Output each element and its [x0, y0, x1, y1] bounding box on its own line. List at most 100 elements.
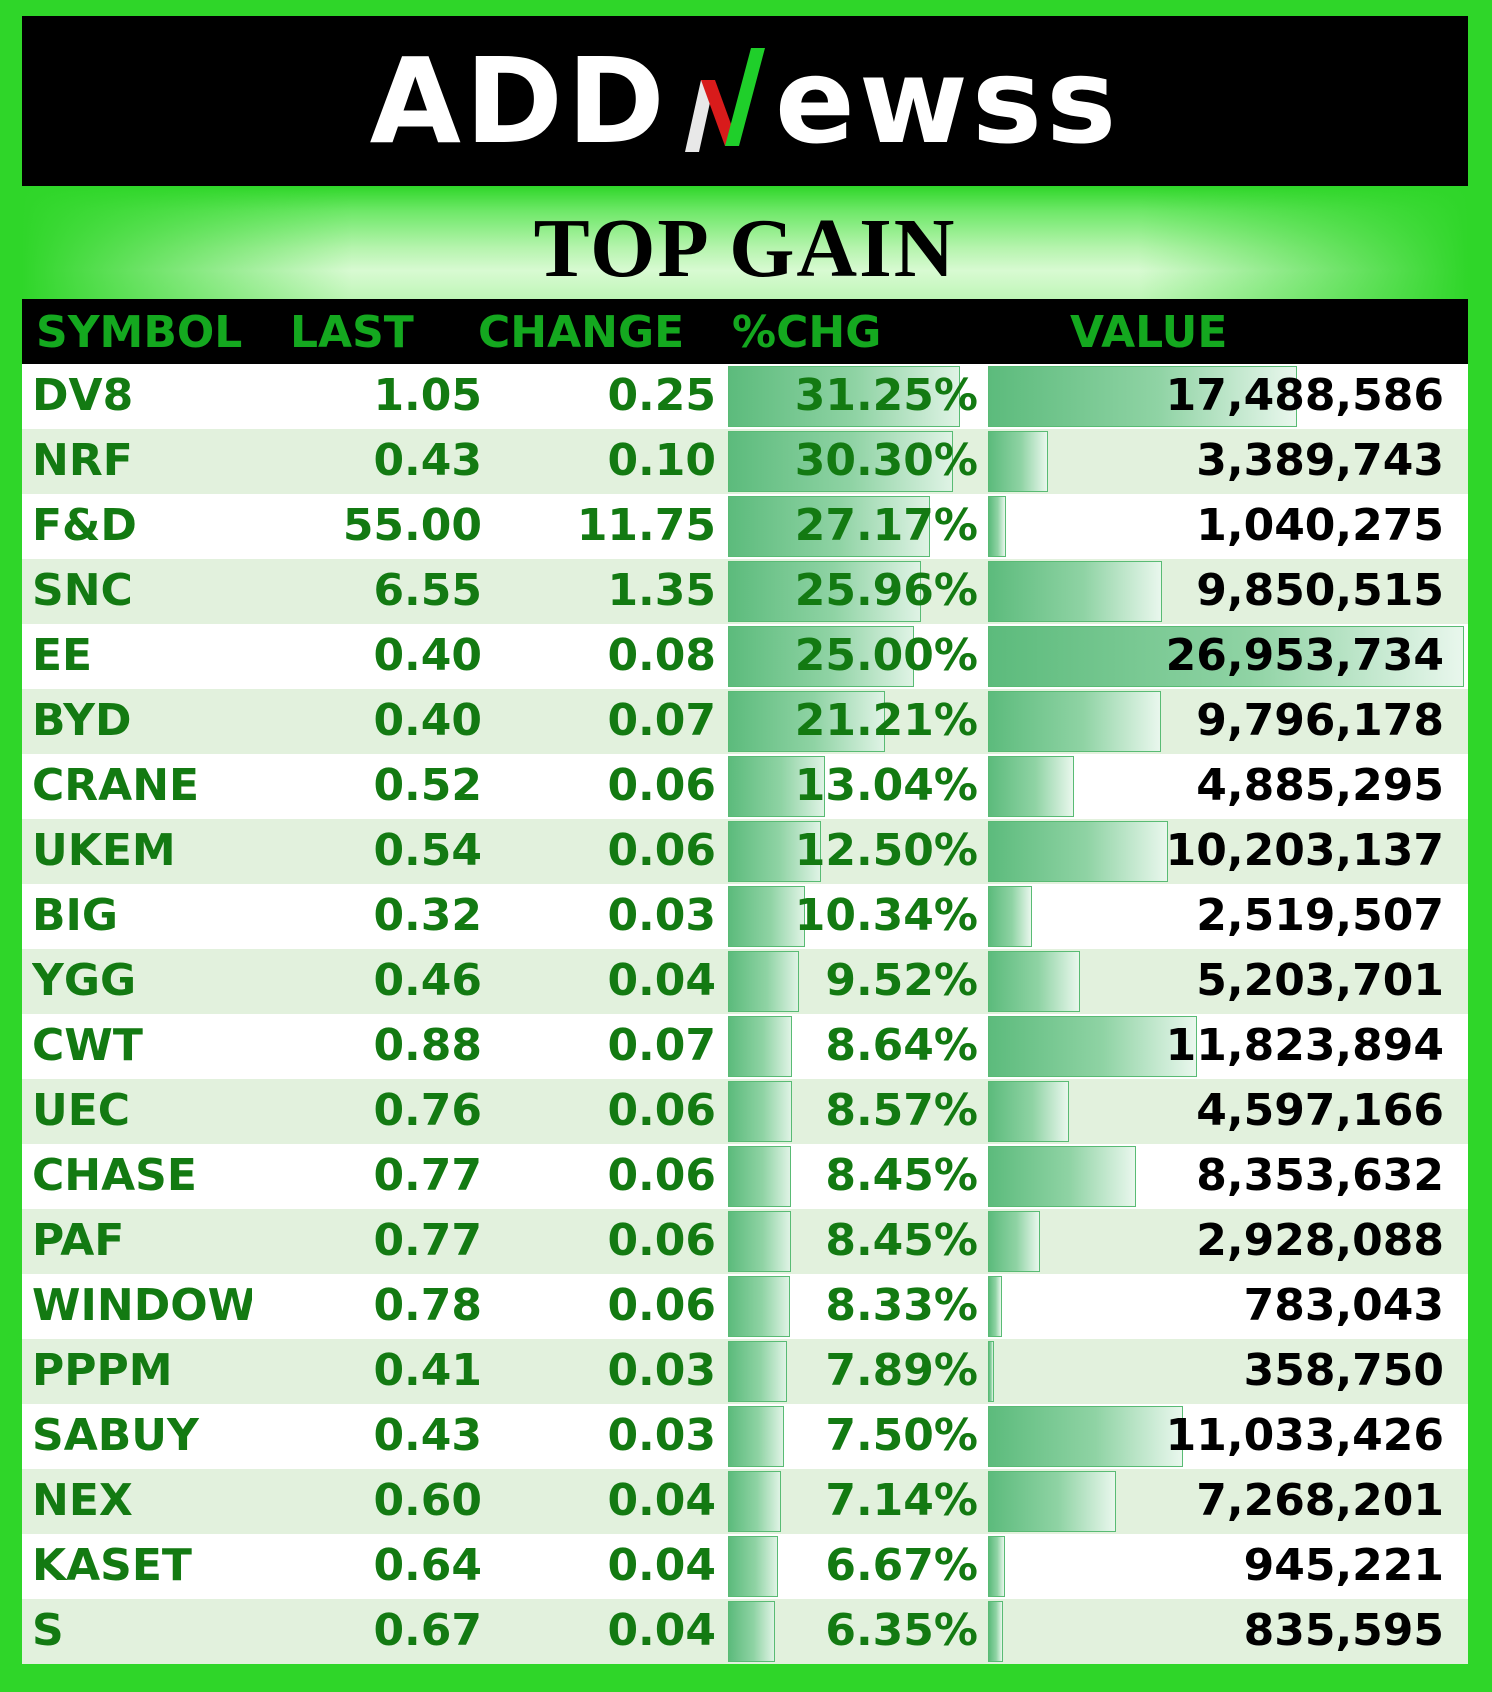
value-bar	[988, 1601, 1003, 1662]
last-cell: 0.78	[373, 1280, 482, 1331]
pct-change-cell: 8.57%	[825, 1085, 978, 1136]
brand-logo: ADD ewss	[370, 42, 1121, 160]
pct-change-cell: 8.33%	[825, 1280, 978, 1331]
value-cell: 835,595	[1243, 1605, 1444, 1656]
pct-change-bar	[728, 1211, 791, 1272]
brand-name-right: ewss	[774, 32, 1121, 170]
table-row: NEX 0.60 0.04 7.14% 7,268,201	[22, 1469, 1468, 1534]
value-bar	[988, 561, 1162, 622]
value-bar	[988, 691, 1161, 752]
pct-change-bar	[728, 951, 799, 1012]
value-cell: 10,203,137	[1165, 825, 1444, 876]
symbol-cell: CRANE	[32, 760, 200, 811]
table-row: CWT 0.88 0.07 8.64% 11,823,894	[22, 1014, 1468, 1079]
value-bar	[988, 1081, 1070, 1142]
change-cell: 0.06	[607, 1280, 716, 1331]
pct-change-cell: 13.04%	[794, 760, 978, 811]
table-row: UEC 0.76 0.06 8.57% 4,597,166	[22, 1079, 1468, 1144]
symbol-cell: WINDOW	[32, 1280, 252, 1331]
value-bar	[988, 886, 1033, 947]
change-cell: 0.04	[607, 1475, 716, 1526]
last-cell: 0.52	[373, 760, 482, 811]
value-cell: 11,823,894	[1165, 1020, 1444, 1071]
table-row: YGG 0.46 0.04 9.52% 5,203,701	[22, 949, 1468, 1014]
last-cell: 0.88	[373, 1020, 482, 1071]
table-row: EE 0.40 0.08 25.00% 26,953,734	[22, 624, 1468, 689]
table-row: F&D 55.00 11.75 27.17% 1,040,275	[22, 494, 1468, 559]
change-cell: 0.04	[607, 1605, 716, 1656]
table-row: S 0.67 0.04 6.35% 835,595	[22, 1599, 1468, 1664]
pct-change-bar	[728, 561, 921, 622]
table-row: PAF 0.77 0.06 8.45% 2,928,088	[22, 1209, 1468, 1274]
change-cell: 0.04	[607, 1540, 716, 1591]
table-header: SYMBOL LAST CHANGE %CHG VALUE	[22, 299, 1468, 364]
pct-change-bar	[728, 691, 886, 752]
brand-name-left: ADD	[369, 32, 669, 170]
pct-change-bar	[728, 1276, 790, 1337]
table-row: SNC 6.55 1.35 25.96% 9,850,515	[22, 559, 1468, 624]
value-bar	[988, 1146, 1136, 1207]
pct-change-cell: 21.21%	[794, 695, 978, 746]
pct-change-cell: 25.00%	[794, 630, 978, 681]
symbol-cell: PAF	[32, 1215, 125, 1266]
last-cell: 1.05	[373, 370, 482, 421]
value-bar	[988, 1406, 1183, 1467]
value-bar	[988, 1471, 1117, 1532]
last-cell: 0.64	[373, 1540, 482, 1591]
pct-change-bar	[728, 1471, 781, 1532]
last-cell: 0.40	[373, 630, 482, 681]
value-cell: 17,488,586	[1165, 370, 1444, 421]
top-gain-board: ADD ewss TOP GAIN SYMBOL LAST CHANGE %CH…	[22, 16, 1468, 1664]
last-cell: 0.77	[373, 1150, 482, 1201]
symbol-cell: UKEM	[32, 825, 176, 876]
change-cell: 0.10	[607, 435, 716, 486]
page-title: TOP GAIN	[533, 202, 957, 295]
symbol-cell: YGG	[32, 955, 137, 1006]
value-cell: 9,850,515	[1196, 565, 1444, 616]
change-cell: 0.03	[607, 1345, 716, 1396]
pct-change-bar	[728, 431, 953, 492]
value-cell: 1,040,275	[1196, 500, 1444, 551]
change-cell: 0.07	[607, 1020, 716, 1071]
table-body: DV8 1.05 0.25 31.25% 17,488,586 NRF 0.43 0.10 30…	[22, 364, 1468, 1664]
change-cell: 0.07	[607, 695, 716, 746]
pct-change-cell: 7.89%	[825, 1345, 978, 1396]
pct-change-bar	[728, 886, 805, 947]
pct-change-bar	[728, 1406, 784, 1467]
change-cell: 11.75	[576, 500, 716, 551]
change-cell: 1.35	[607, 565, 716, 616]
value-bar	[988, 821, 1169, 882]
table-row: CRANE 0.52 0.06 13.04% 4,885,295	[22, 754, 1468, 819]
value-cell: 9,796,178	[1196, 695, 1444, 746]
pct-change-cell: 25.96%	[794, 565, 978, 616]
change-cell: 0.04	[607, 955, 716, 1006]
symbol-cell: PPPM	[32, 1345, 173, 1396]
pct-change-bar	[728, 1081, 792, 1142]
pct-change-bar	[728, 1146, 791, 1207]
symbol-cell: DV8	[32, 370, 134, 421]
pct-change-bar	[728, 366, 960, 427]
value-bar	[988, 1276, 1002, 1337]
pct-change-cell: 9.52%	[825, 955, 978, 1006]
pct-change-bar	[728, 1536, 778, 1597]
last-cell: 6.55	[373, 565, 482, 616]
change-cell: 0.03	[607, 890, 716, 941]
last-cell: 0.43	[373, 435, 482, 486]
symbol-cell: BYD	[32, 695, 132, 746]
value-bar	[988, 1211, 1040, 1272]
symbol-cell: SNC	[32, 565, 133, 616]
value-cell: 8,353,632	[1196, 1150, 1444, 1201]
table-row: NRF 0.43 0.10 30.30% 3,389,743	[22, 429, 1468, 494]
value-cell: 4,597,166	[1196, 1085, 1444, 1136]
table-row: UKEM 0.54 0.06 12.50% 10,203,137	[22, 819, 1468, 884]
last-cell: 0.77	[373, 1215, 482, 1266]
pct-change-cell: 7.14%	[825, 1475, 978, 1526]
value-bar	[988, 496, 1007, 557]
value-cell: 3,389,743	[1196, 435, 1444, 486]
value-cell: 7,268,201	[1196, 1475, 1444, 1526]
symbol-cell: NEX	[32, 1475, 133, 1526]
pct-change-cell: 7.50%	[825, 1410, 978, 1461]
table-row: KASET 0.64 0.04 6.67% 945,221	[22, 1534, 1468, 1599]
pct-change-bar	[728, 1016, 793, 1077]
pct-change-cell: 8.64%	[825, 1020, 978, 1071]
